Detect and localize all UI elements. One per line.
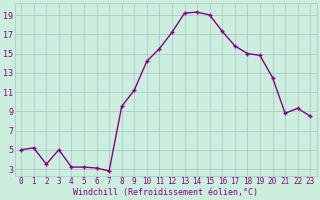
X-axis label: Windchill (Refroidissement éolien,°C): Windchill (Refroidissement éolien,°C) — [73, 188, 258, 197]
